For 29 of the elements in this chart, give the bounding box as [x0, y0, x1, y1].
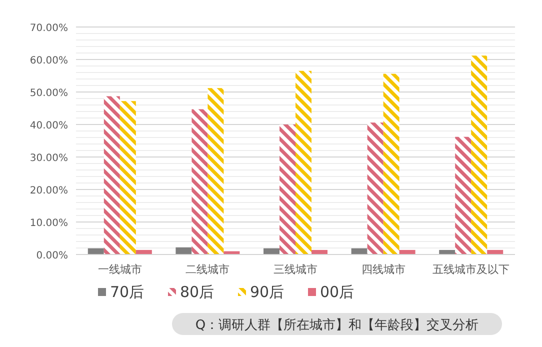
legend-label: 70后 — [110, 283, 144, 301]
y-tick-label: 0.00% — [36, 250, 68, 262]
y-tick-label: 40.00% — [30, 120, 68, 132]
legend-label: 00后 — [320, 283, 354, 301]
x-tick-label: 一线城市 — [98, 263, 142, 276]
y-tick-label: 70.00% — [30, 23, 68, 34]
legend-label: 90后 — [250, 283, 284, 301]
bar — [176, 247, 192, 254]
x-tick-label: 二线城市 — [186, 263, 230, 276]
y-tick-label: 60.00% — [30, 56, 68, 66]
legend-label: 80后 — [180, 283, 214, 301]
bar — [383, 74, 400, 254]
bar — [120, 101, 136, 254]
bar — [192, 109, 208, 254]
y-tick-label: 20.00% — [30, 186, 68, 196]
x-tick-label: 三线城市 — [274, 263, 318, 276]
y-tick-label: 10.00% — [30, 218, 68, 229]
bar — [367, 122, 384, 254]
bar — [455, 136, 472, 254]
text: Q：调研人群【所在城市】和【年龄段】交叉分析 — [195, 317, 479, 333]
y-tick-label: 30.00% — [30, 153, 68, 164]
bar — [296, 70, 312, 254]
bar — [104, 96, 120, 254]
bar — [208, 88, 224, 254]
x-tick-label: 四线城市 — [361, 263, 406, 276]
y-tick-label: 50.00% — [30, 88, 68, 99]
x-tick-label: 五线城市及以下 — [432, 263, 510, 276]
bar — [280, 124, 296, 254]
bar — [471, 56, 488, 254]
